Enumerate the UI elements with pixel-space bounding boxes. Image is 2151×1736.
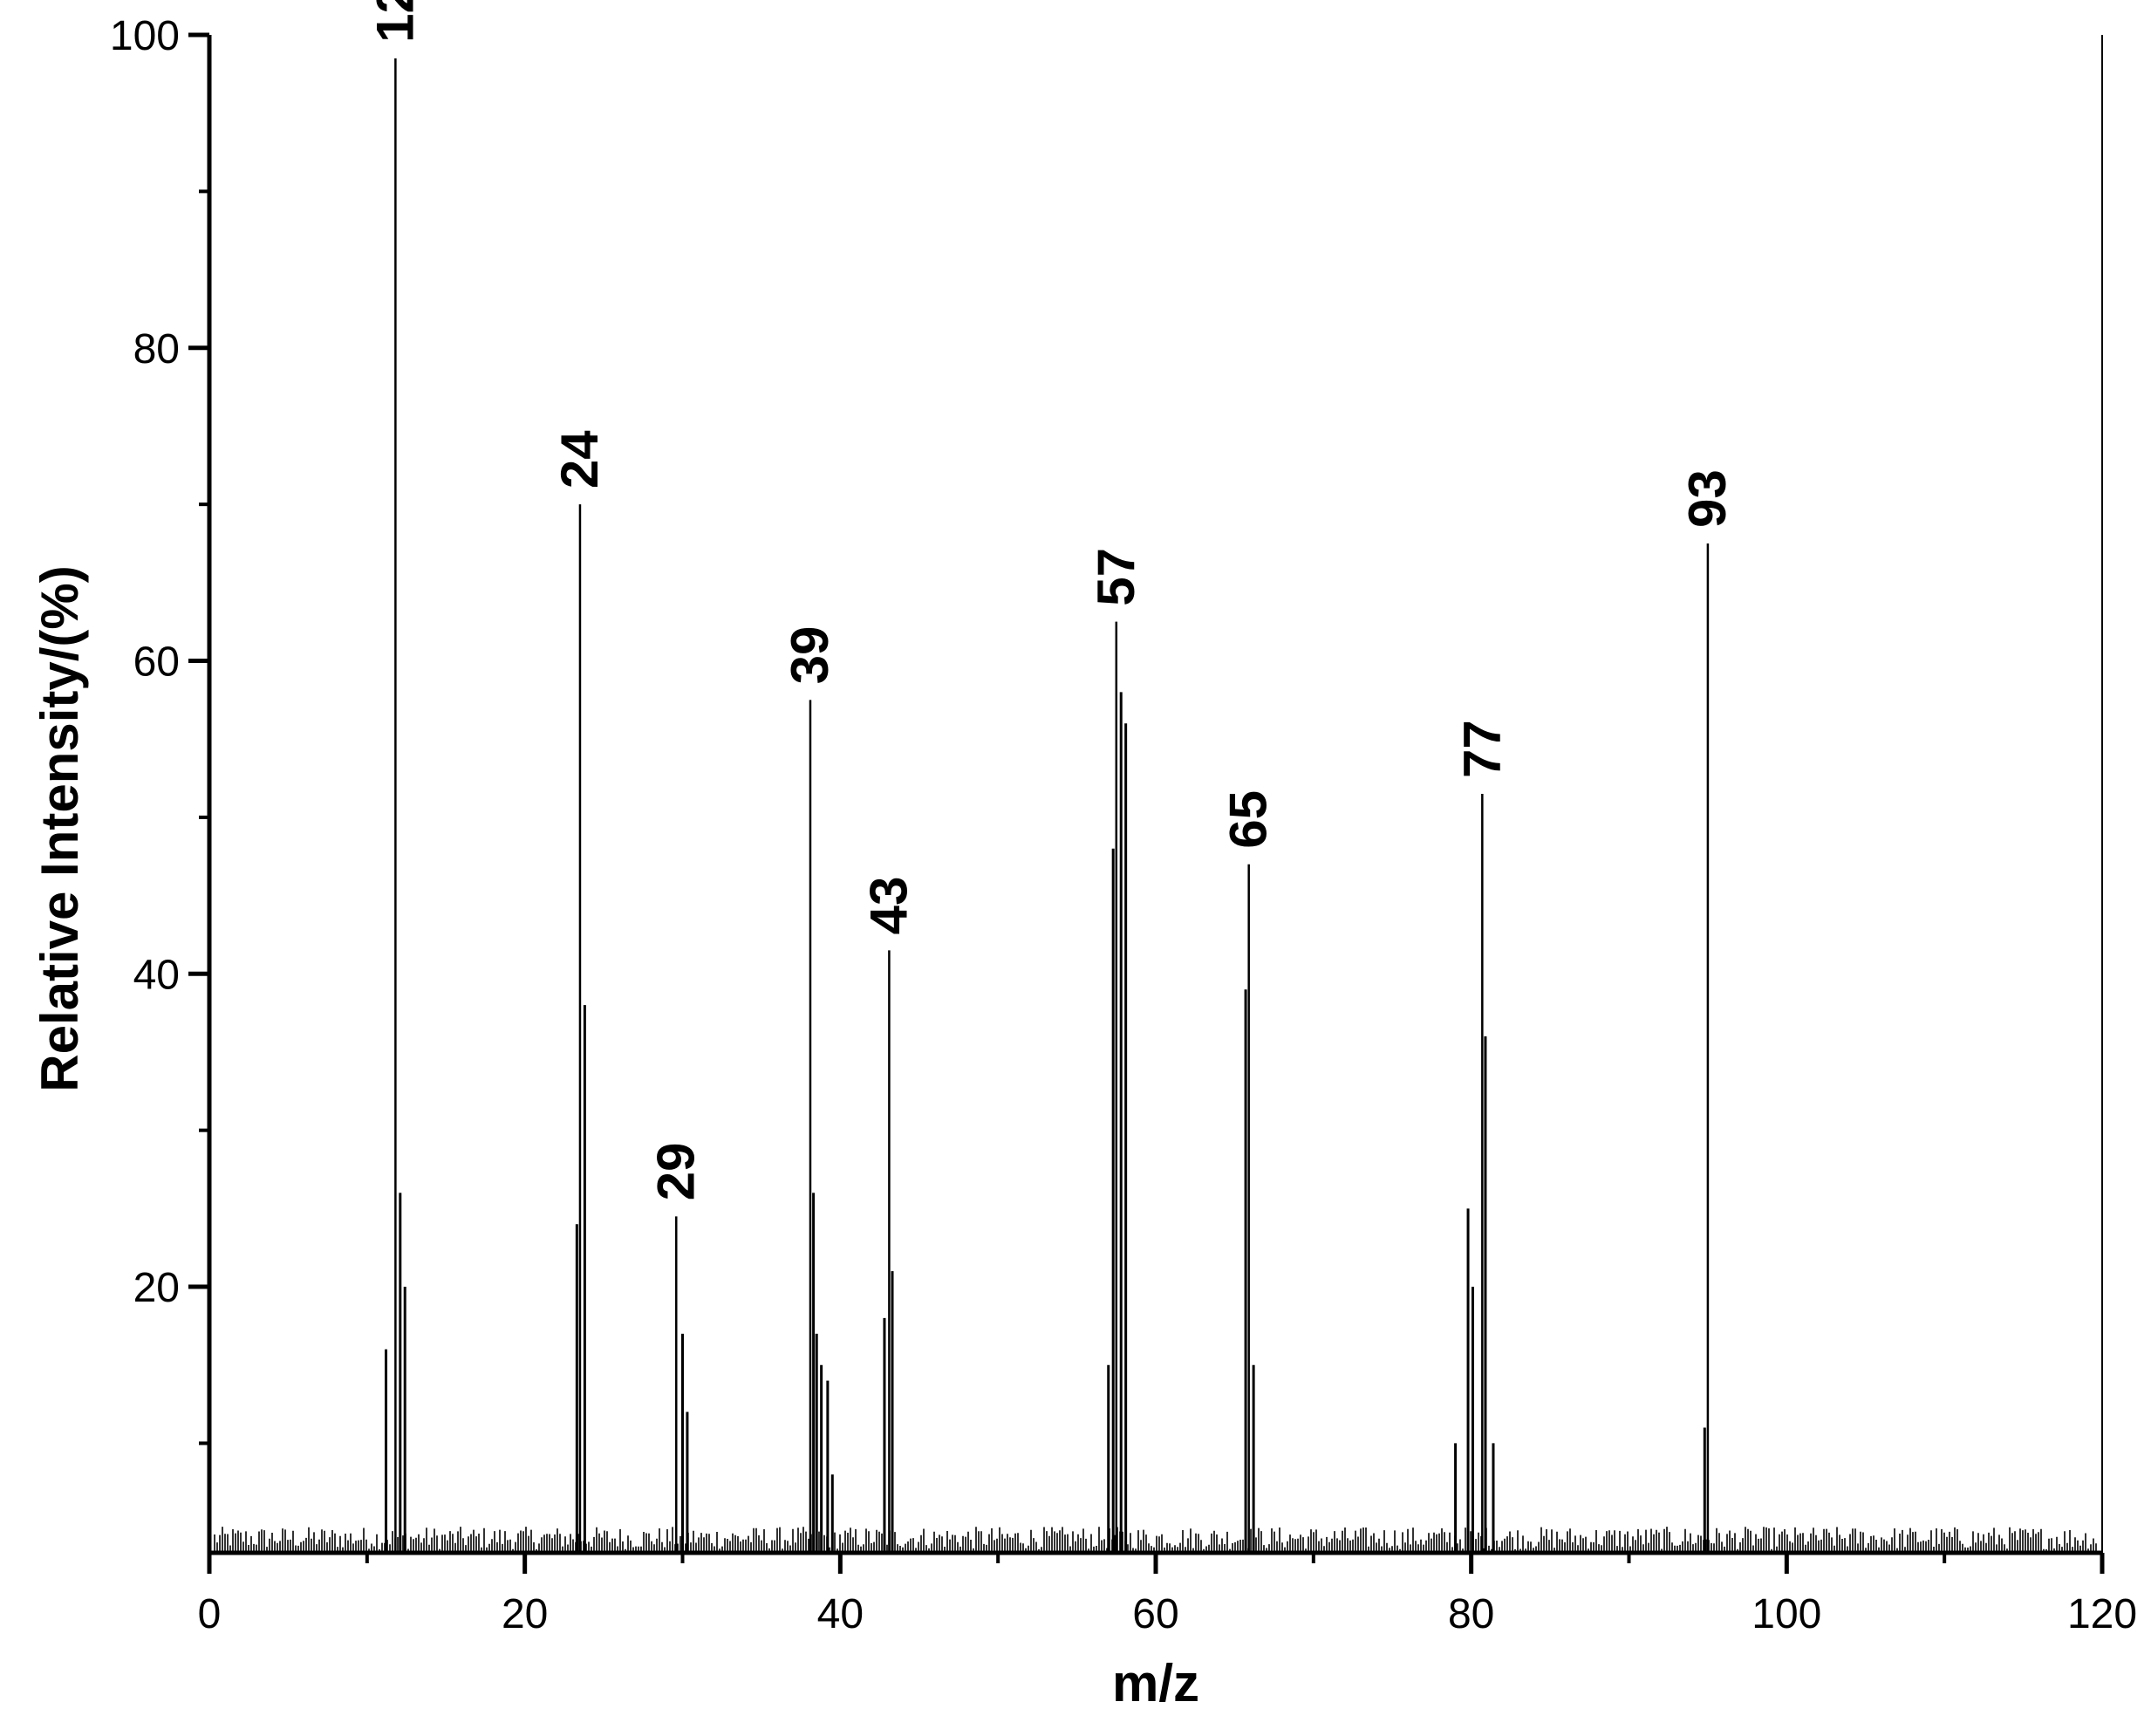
y-tick-label-100: 100	[110, 13, 180, 59]
y-tick-label-40: 40	[133, 952, 180, 998]
y-tick-label-60: 60	[133, 639, 180, 686]
peak-label-12: 12	[365, 0, 424, 43]
major-peaks	[394, 58, 1710, 1553]
peak-label-65: 65	[1219, 790, 1278, 849]
noise-trace	[214, 1527, 2097, 1553]
y-axis-title: Relative Intensity/(%)	[31, 565, 89, 1092]
x-tick-label-120: 120	[2067, 1591, 2137, 1637]
baseline-noise	[214, 1527, 2097, 1553]
y-tick-label-20: 20	[133, 1265, 180, 1311]
peak-label-24: 24	[550, 430, 609, 489]
peak-label-57: 57	[1087, 548, 1145, 606]
y-tick-label-80: 80	[133, 326, 180, 372]
peak-label-93: 93	[1678, 469, 1737, 528]
x-tick-label-80: 80	[1448, 1591, 1494, 1637]
peak-labels: 12 24 29 39 43 57 65 77 93	[365, 0, 1737, 1200]
x-tick-label-60: 60	[1132, 1591, 1178, 1637]
x-tick-label-40: 40	[817, 1591, 864, 1637]
peak-label-39: 39	[781, 626, 839, 685]
peak-label-77: 77	[1452, 720, 1511, 778]
peak-label-29: 29	[646, 1143, 705, 1201]
x-tick-label-100: 100	[1752, 1591, 1821, 1637]
peak-label-43: 43	[859, 877, 918, 935]
axes: 0 20 40 60 80 100 120 20 40 60 80 100	[110, 13, 2137, 1637]
x-tick-label-0: 0	[198, 1591, 222, 1637]
x-tick-label-20: 20	[502, 1591, 548, 1637]
x-axis-title: m/z	[1112, 1654, 1199, 1712]
minor-peaks	[385, 692, 1706, 1553]
